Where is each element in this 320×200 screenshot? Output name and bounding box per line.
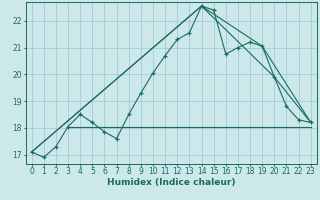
X-axis label: Humidex (Indice chaleur): Humidex (Indice chaleur) xyxy=(107,178,236,187)
